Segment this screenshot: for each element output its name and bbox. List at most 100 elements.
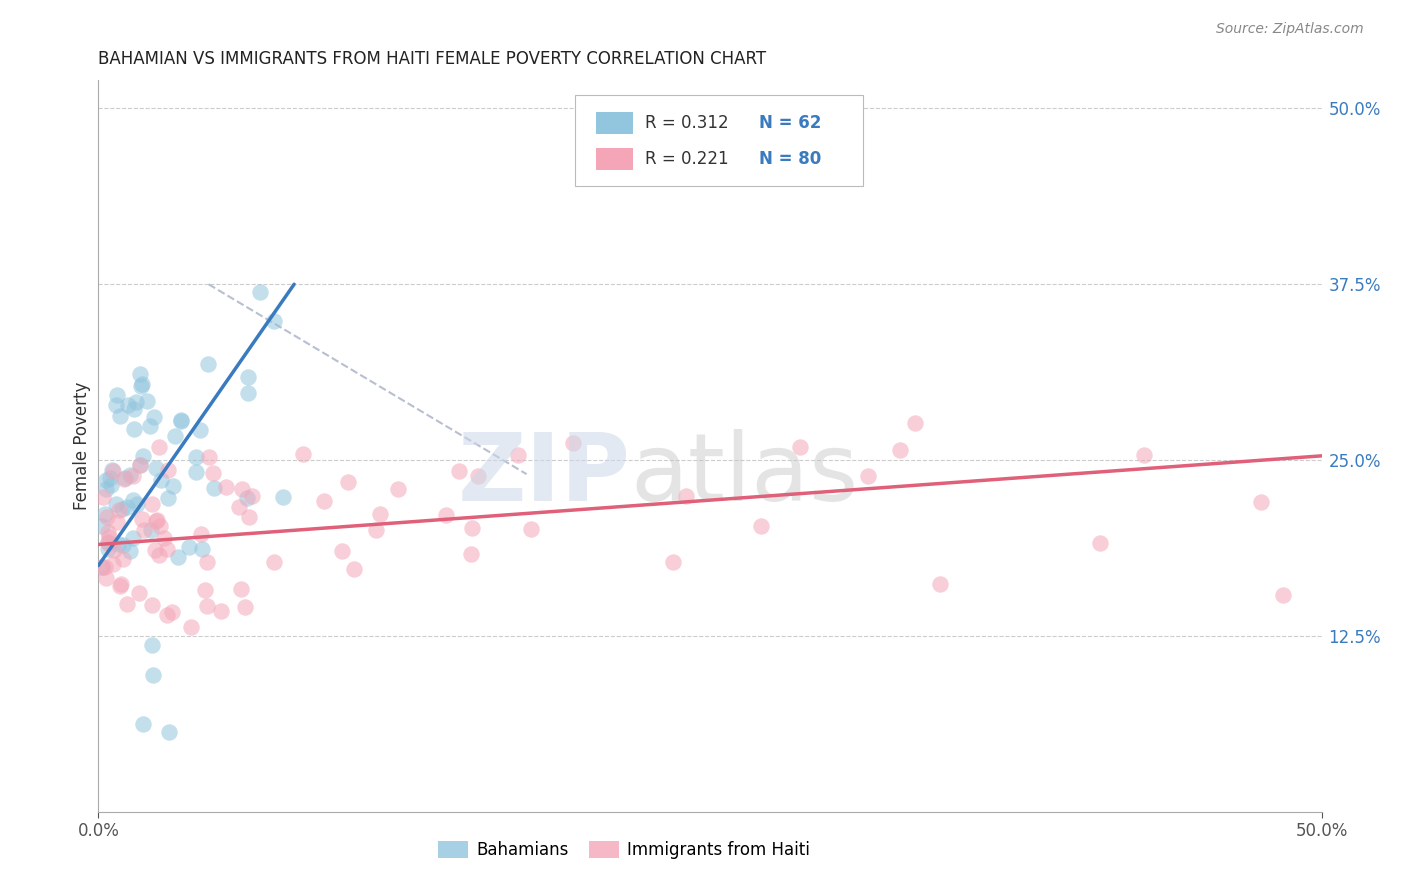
Point <box>236 491 259 505</box>
Point <box>201 467 224 481</box>
Point <box>291 447 314 461</box>
Point <box>90 519 112 533</box>
Point <box>143 542 166 557</box>
Point <box>662 555 685 569</box>
Point <box>1250 494 1272 508</box>
Point <box>125 497 148 511</box>
FancyBboxPatch shape <box>575 95 863 186</box>
Point <box>117 500 139 515</box>
Point <box>163 428 186 442</box>
Text: atlas: atlas <box>630 429 859 521</box>
Point <box>96 510 118 524</box>
Point <box>179 540 201 554</box>
Point <box>157 724 180 739</box>
Point <box>107 537 129 551</box>
Point <box>202 481 225 495</box>
Point <box>97 525 120 540</box>
Point <box>117 398 139 412</box>
Point <box>271 490 294 504</box>
Point <box>100 478 122 492</box>
Point <box>184 450 207 465</box>
Point <box>330 544 353 558</box>
Point <box>139 523 162 537</box>
Point <box>460 547 482 561</box>
Point <box>105 388 128 402</box>
Point <box>94 559 117 574</box>
Point <box>128 458 150 472</box>
Point <box>132 717 155 731</box>
Point <box>263 313 285 327</box>
Bar <box>596 148 633 170</box>
Point <box>166 550 188 565</box>
Point <box>447 464 470 478</box>
Point <box>111 502 134 516</box>
Point <box>195 555 218 569</box>
Point <box>97 542 120 557</box>
Point <box>156 542 179 557</box>
Point <box>162 479 184 493</box>
Point <box>97 535 120 549</box>
Point <box>240 489 263 503</box>
Point <box>139 418 162 433</box>
Point <box>263 555 285 569</box>
Point <box>467 468 489 483</box>
Point <box>889 443 911 458</box>
Point <box>100 470 122 484</box>
Point <box>145 460 167 475</box>
Point <box>141 599 163 613</box>
Bar <box>596 112 633 134</box>
Point <box>903 416 925 430</box>
Point <box>160 606 183 620</box>
Point <box>108 409 131 423</box>
Point <box>749 519 772 533</box>
Point <box>145 514 167 528</box>
Point <box>198 450 221 464</box>
Text: R = 0.312: R = 0.312 <box>645 113 728 132</box>
Point <box>94 473 117 487</box>
Text: N = 80: N = 80 <box>759 150 821 169</box>
Point <box>142 410 165 425</box>
Point <box>231 582 253 597</box>
Point <box>170 413 193 427</box>
Point <box>238 510 260 524</box>
Point <box>124 422 146 436</box>
Point <box>249 285 271 299</box>
Point <box>1271 588 1294 602</box>
Point <box>131 511 153 525</box>
Text: R = 0.221: R = 0.221 <box>645 150 728 169</box>
Point <box>156 491 179 506</box>
Y-axis label: Female Poverty: Female Poverty <box>73 382 91 510</box>
Point <box>122 531 145 545</box>
Point <box>190 527 212 541</box>
Point <box>114 471 136 485</box>
Point <box>1090 536 1112 550</box>
Point <box>132 523 155 537</box>
Point <box>122 493 145 508</box>
Point <box>136 393 159 408</box>
Text: BAHAMIAN VS IMMIGRANTS FROM HAITI FEMALE POVERTY CORRELATION CHART: BAHAMIAN VS IMMIGRANTS FROM HAITI FEMALE… <box>98 50 766 68</box>
Legend: Bahamians, Immigrants from Haiti: Bahamians, Immigrants from Haiti <box>432 834 817 865</box>
Point <box>97 535 120 549</box>
Point <box>238 369 260 384</box>
Point <box>188 423 211 437</box>
Text: N = 62: N = 62 <box>759 113 821 132</box>
Point <box>157 463 180 477</box>
Point <box>122 402 145 417</box>
Point <box>101 557 124 571</box>
Point <box>180 620 202 634</box>
Text: Source: ZipAtlas.com: Source: ZipAtlas.com <box>1216 22 1364 37</box>
Point <box>1133 448 1156 462</box>
Point <box>190 542 212 557</box>
Point <box>186 465 208 479</box>
Point <box>197 357 219 371</box>
Point <box>343 562 366 576</box>
Point <box>111 551 134 566</box>
Point <box>520 523 543 537</box>
Point <box>120 543 142 558</box>
Point <box>228 500 250 515</box>
Point <box>337 475 360 489</box>
Point <box>94 482 117 496</box>
Point <box>562 435 585 450</box>
Point <box>231 483 253 497</box>
Point <box>94 508 117 522</box>
